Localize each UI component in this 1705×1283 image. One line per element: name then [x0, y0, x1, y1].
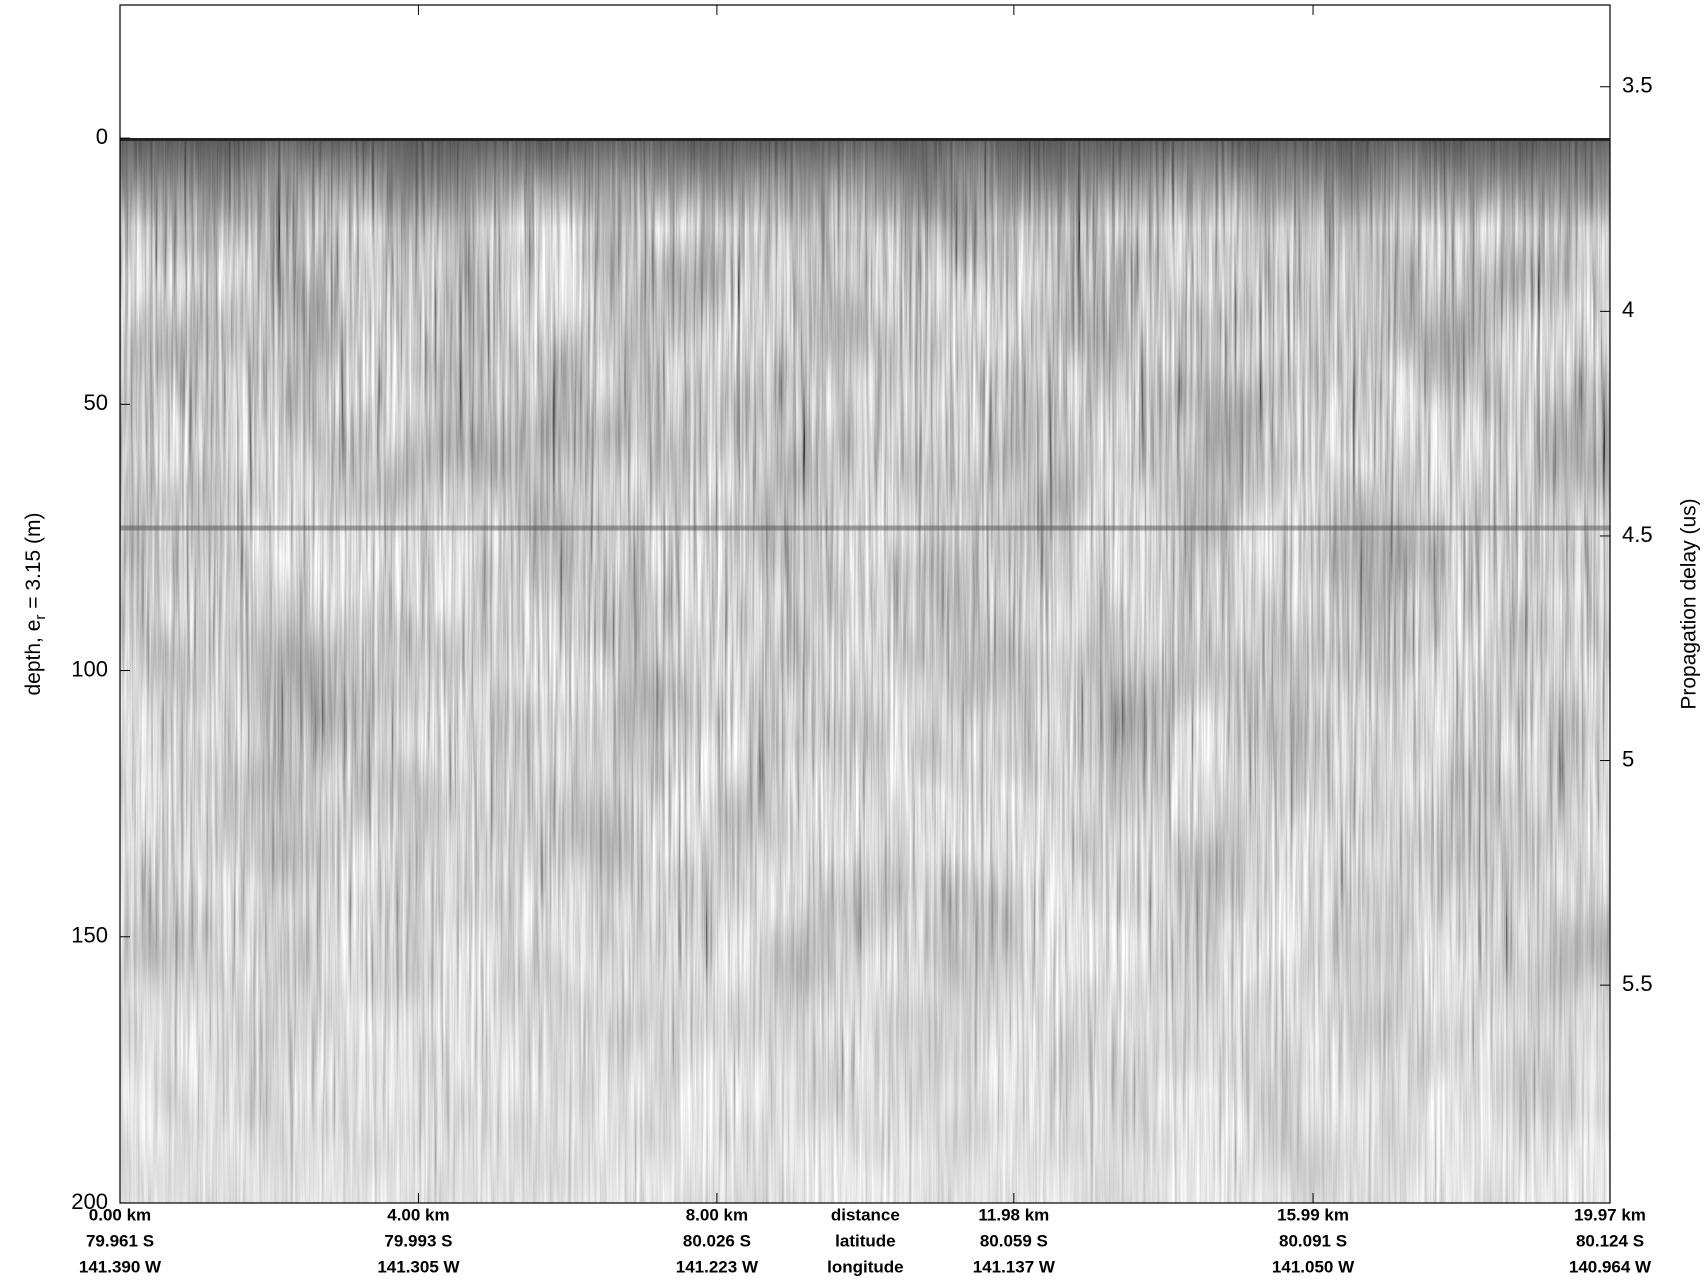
- y-tick-label: 150: [71, 923, 108, 948]
- y-tick-label: 100: [71, 656, 108, 681]
- y-label-subscript: r: [32, 615, 49, 620]
- y-tick-label: 200: [71, 1189, 108, 1214]
- y2-tick-label: 5.5: [1622, 971, 1653, 996]
- x-tick-label: 8.00 km: [686, 1205, 748, 1224]
- x-tick-label: 11.98 km: [978, 1205, 1049, 1224]
- x-tick-latitude: 80.124 S: [1576, 1231, 1644, 1250]
- x-tick-label: 15.99 km: [1277, 1205, 1349, 1224]
- x-row-name: distance: [831, 1205, 900, 1224]
- x-tick-latitude: 80.091 S: [1279, 1231, 1347, 1250]
- x-tick-longitude: 141.305 W: [377, 1257, 460, 1276]
- x-row-name: longitude: [827, 1257, 903, 1276]
- x-tick-latitude: 80.059 S: [980, 1231, 1048, 1250]
- x-tick-longitude: 141.137 W: [973, 1257, 1056, 1276]
- y2-tick-label: 4.5: [1622, 522, 1653, 547]
- radargram-image: [120, 138, 1610, 1203]
- y2-tick-label: 4: [1622, 297, 1634, 322]
- y-tick-label: 0: [96, 124, 108, 149]
- y2-tick-label: 5: [1622, 746, 1634, 771]
- x-tick-longitude: 141.223 W: [676, 1257, 759, 1276]
- x-tick-label: 0.00 km: [89, 1205, 151, 1224]
- y2-axis-label: Propagation delay (us): [1678, 498, 1701, 709]
- plot-frame: [119, 4, 1611, 1204]
- x-tick-longitude: 140.964 W: [1569, 1257, 1652, 1276]
- x-tick-longitude: 141.390 W: [79, 1257, 162, 1276]
- y-tick-label: 50: [84, 390, 108, 415]
- y-label-text: depth, e: [22, 620, 45, 696]
- x-tick-label: 4.00 km: [387, 1205, 449, 1224]
- x-tick-latitude: 79.993 S: [384, 1231, 452, 1250]
- y-axis-label: depth, er = 3.15 (m): [22, 512, 49, 695]
- y2-tick-label: 3.5: [1622, 73, 1653, 98]
- x-row-name: latitude: [835, 1231, 895, 1250]
- x-tick-latitude: 80.026 S: [683, 1231, 751, 1250]
- x-tick-latitude: 79.961 S: [86, 1231, 154, 1250]
- y-label-suffix: = 3.15 (m): [22, 512, 45, 614]
- x-tick-longitude: 141.050 W: [1272, 1257, 1355, 1276]
- x-tick-label: 19.97 km: [1574, 1205, 1646, 1224]
